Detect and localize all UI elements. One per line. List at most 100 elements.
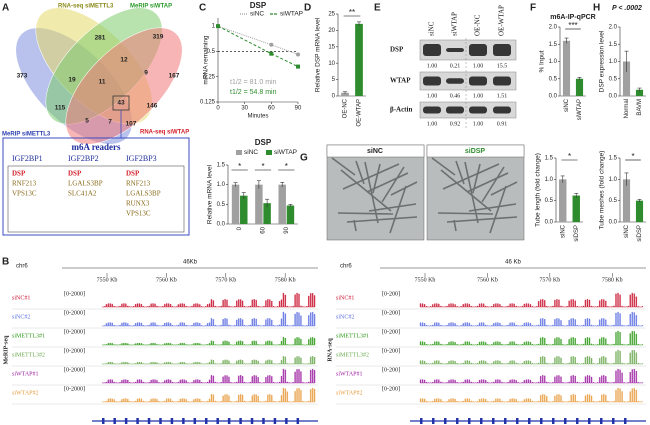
venn-count: 281	[95, 35, 106, 42]
y-tick-label: 1.0	[609, 177, 618, 183]
side-label: MeRIP-seq	[3, 335, 9, 365]
band	[493, 76, 511, 86]
x-tick-label: 0	[216, 106, 220, 112]
panel-label: B	[2, 257, 9, 268]
bar	[572, 195, 580, 222]
y-tick-label: 0.5	[609, 198, 618, 204]
panel-label: A	[2, 3, 9, 14]
row-range: [0-200]	[382, 367, 400, 373]
x-tick-label: Normal	[624, 99, 630, 118]
x-tick-label: siNC	[560, 224, 566, 238]
scale-label: 7560 Kb	[477, 277, 498, 283]
row-name: siNC#2	[12, 314, 30, 320]
side-label: RNA-seq	[327, 338, 333, 362]
row-label: β-Actin	[390, 106, 412, 114]
y-tick-label: 0.5	[217, 202, 226, 208]
chart-title: DSP	[255, 138, 272, 147]
row-name: siWTAP#2	[12, 390, 39, 396]
y-tick-label: 10	[328, 61, 335, 67]
band-value: 0.92	[450, 121, 461, 127]
exon	[182, 418, 185, 424]
tube-network	[431, 157, 518, 234]
exon	[564, 418, 567, 424]
exon	[492, 418, 495, 424]
x-tick-label: OE-NC	[343, 98, 349, 118]
row-range: [0-2000]	[64, 348, 85, 354]
coverage	[419, 387, 644, 403]
exon	[159, 418, 162, 424]
gene: RNF213	[12, 180, 37, 188]
panel-label: H	[593, 3, 600, 14]
x-tick-label: OE-WTAP	[357, 99, 363, 127]
readers-title: m6A readers	[71, 142, 121, 152]
band-value: 1.51	[497, 93, 508, 99]
venn-set-label: MeRIP siMETTL3	[2, 132, 51, 138]
exon	[432, 418, 435, 424]
panel-label: E	[374, 3, 381, 14]
band	[446, 78, 464, 84]
bar	[278, 184, 286, 224]
reader-name: IGF2BP3	[126, 154, 157, 163]
image-label-box	[326, 144, 425, 158]
y-axis-label: % Input	[539, 50, 546, 72]
bar	[622, 179, 631, 222]
legend-label: siWTAP	[280, 11, 303, 18]
band	[469, 106, 487, 114]
gene: VPS13C	[12, 190, 37, 198]
panel-label: F	[530, 3, 536, 14]
exon	[193, 418, 197, 424]
exon	[296, 418, 300, 424]
bar	[635, 200, 644, 222]
x-tick-label: BAVM	[637, 99, 643, 116]
readers-box	[2, 137, 190, 236]
band-value: 0.91	[497, 121, 508, 127]
y-tick-label: 1.5	[217, 163, 226, 169]
exon	[205, 418, 208, 424]
exon	[262, 418, 265, 424]
bar	[559, 179, 567, 222]
y-tick-label: 1.0	[217, 182, 226, 188]
band-value: 0.46	[450, 93, 461, 99]
chart-title: DSP	[250, 1, 267, 10]
row-range: [0-2000]	[64, 329, 85, 335]
bar	[263, 203, 271, 224]
y-tick-label: 0.25	[203, 74, 215, 80]
y-tick-label: 20	[328, 28, 335, 34]
legend-label: siWTAP	[274, 149, 297, 156]
y-tick-label: 0	[332, 94, 336, 100]
scale-label: 7580 Kb	[602, 277, 623, 283]
row-name: siNC#1	[336, 295, 354, 301]
venn-count: 9	[144, 70, 148, 77]
exon	[456, 418, 459, 424]
row-name: siMETTL3#1	[336, 333, 369, 339]
venn	[15, 7, 183, 145]
y-tick-label: 1.5	[549, 42, 558, 48]
image-label: siDSP	[465, 148, 486, 155]
chart-title: P < .0002	[612, 5, 642, 12]
gene: DSP	[68, 170, 82, 178]
reader-name: IGF2BP1	[12, 154, 43, 163]
legend-swatch	[236, 150, 242, 155]
significance: *	[261, 162, 264, 171]
row-range: [0-200]	[382, 329, 400, 335]
y-tick-label: 0.5	[207, 49, 216, 55]
point	[296, 64, 300, 69]
lane-label: siNC	[428, 21, 436, 36]
venn-count: 319	[153, 34, 164, 41]
venn-count: 5	[85, 118, 89, 125]
exon	[124, 418, 128, 424]
venn-count: 19	[68, 77, 76, 84]
band	[423, 44, 441, 56]
coverage	[101, 368, 316, 384]
row-range: [0-2000]	[64, 386, 85, 392]
venn-count: 115	[55, 105, 66, 112]
image-label-box	[426, 144, 525, 158]
significance: *	[238, 162, 241, 171]
y-tick-label: 0.0	[609, 220, 618, 226]
band-value: 1.00	[473, 121, 484, 127]
row-name: siWTAP#1	[336, 371, 363, 377]
exon	[552, 418, 555, 424]
exon	[273, 418, 277, 424]
point	[269, 42, 274, 47]
